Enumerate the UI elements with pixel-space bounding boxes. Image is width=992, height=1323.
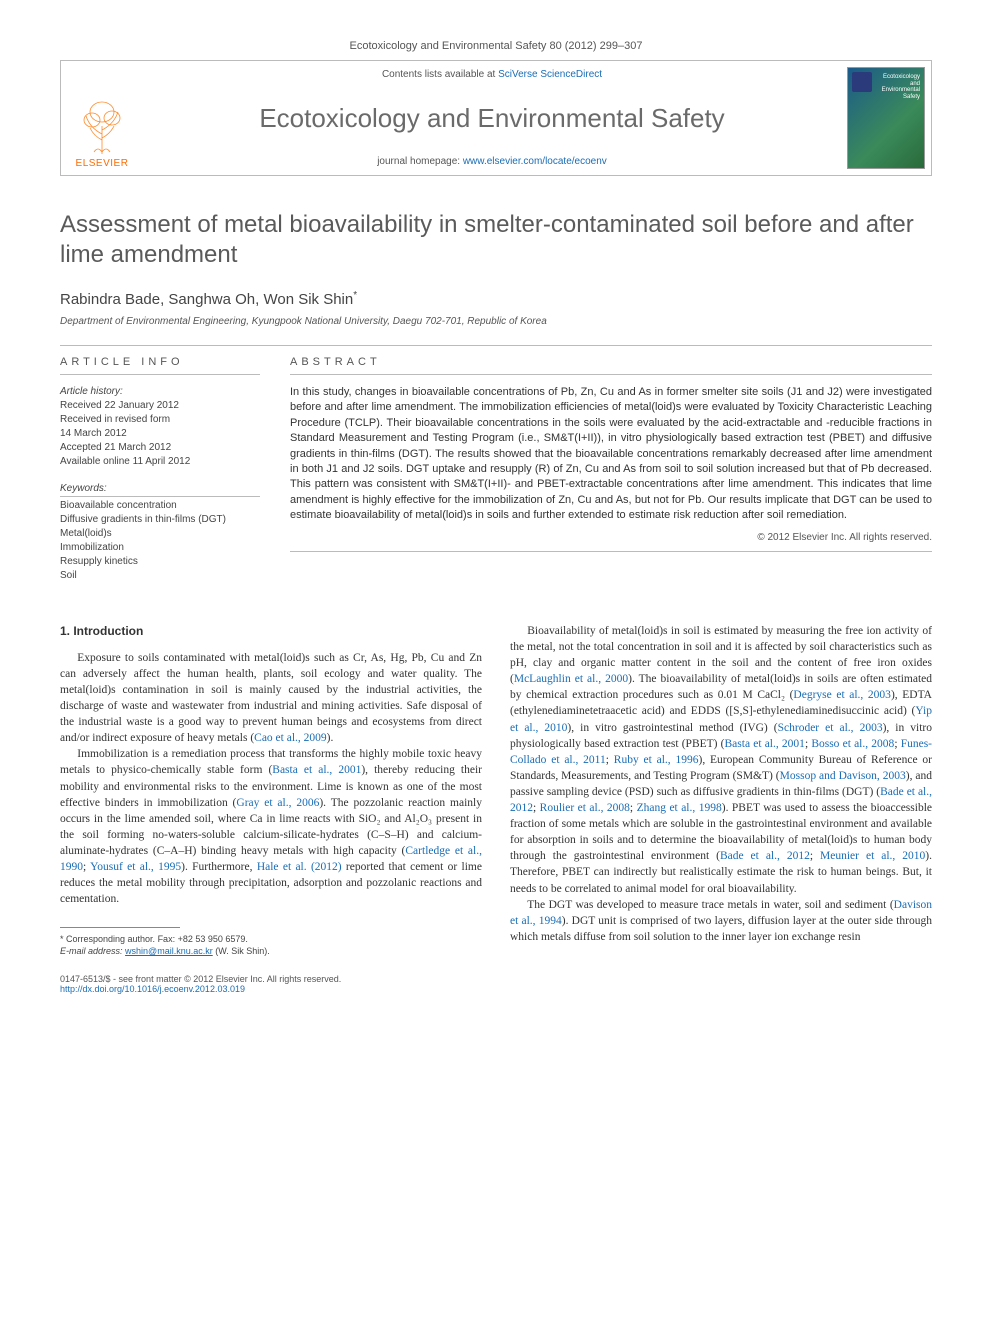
masthead-center: Contents lists available at SciVerse Sci…	[143, 61, 841, 175]
citation-link[interactable]: Cao et al., 2009	[254, 732, 327, 744]
history-line: Received in revised form	[60, 414, 170, 425]
abstract-column: ABSTRACT In this study, changes in bioav…	[290, 356, 932, 583]
contents-prefix: Contents lists available at	[382, 69, 498, 80]
article-info-heading: ARTICLE INFO	[60, 356, 260, 375]
journal-cover-thumbnail: Ecotoxicology and Environmental Safety	[847, 67, 925, 169]
info-abstract-row: ARTICLE INFO Article history: Received 2…	[60, 356, 932, 583]
citation-link[interactable]: Roulier et al., 2008	[540, 802, 630, 814]
body-two-column: 1. Introduction Exposure to soils contam…	[60, 623, 932, 958]
keyword: Resupply kinetics	[60, 556, 138, 567]
citation-link[interactable]: Basta et al., 2001	[725, 738, 805, 750]
keyword: Diffusive gradients in thin-films (DGT)	[60, 514, 226, 525]
email-name: (W. Sik Shin).	[215, 946, 270, 956]
body-column-right: Bioavailability of metal(loid)s in soil …	[510, 623, 932, 958]
author-list: Rabindra Bade, Sanghwa Oh, Won Sik Shin*	[60, 290, 932, 308]
article-title: Assessment of metal bioavailability in s…	[60, 210, 932, 270]
history-line: Accepted 21 March 2012	[60, 442, 171, 453]
corresponding-marker: *	[353, 290, 357, 301]
citation-link[interactable]: Ruby et al., 1996	[614, 754, 699, 766]
article-info-column: ARTICLE INFO Article history: Received 2…	[60, 356, 260, 583]
intro-paragraph-1: Exposure to soils contaminated with meta…	[60, 650, 482, 747]
intro-paragraph-4: The DGT was developed to measure trace m…	[510, 897, 932, 945]
abstract-text: In this study, changes in bioavailable c…	[290, 385, 932, 524]
publisher-logo-block: ELSEVIER	[61, 61, 143, 175]
citation-link[interactable]: Hale et al. (2012)	[257, 861, 342, 873]
keywords-label: Keywords:	[60, 483, 260, 497]
elsevier-tree-icon	[72, 96, 132, 156]
affiliation: Department of Environmental Engineering,…	[60, 316, 932, 327]
corresponding-author-footnote: * Corresponding author. Fax: +82 53 950 …	[60, 934, 482, 957]
keywords-list: Bioavailable concentration Diffusive gra…	[60, 499, 260, 583]
keyword: Soil	[60, 570, 77, 581]
citation-link[interactable]: Meunier et al., 2010	[820, 850, 925, 862]
email-line: E-mail address: wshin@mail.knu.ac.kr (W.…	[60, 946, 482, 958]
ees-badge-icon	[852, 72, 872, 92]
section-heading-introduction: 1. Introduction	[60, 623, 482, 640]
citation-link[interactable]: McLaughlin et al., 2000	[514, 673, 628, 685]
citation-link[interactable]: Bade et al., 2012	[720, 850, 810, 862]
citation-link[interactable]: Zhang et al., 1998	[637, 802, 722, 814]
corresponding-email-link[interactable]: wshin@mail.knu.ac.kr	[125, 946, 213, 956]
intro-paragraph-2: Immobilization is a remediation process …	[60, 746, 482, 907]
journal-homepage-link[interactable]: www.elsevier.com/locate/ecoenv	[463, 156, 607, 167]
journal-cover-block: Ecotoxicology and Environmental Safety	[841, 61, 931, 175]
abstract-bottom-divider	[290, 551, 932, 552]
citation-link[interactable]: Bosso et al., 2008	[811, 738, 894, 750]
doi-link[interactable]: http://dx.doi.org/10.1016/j.ecoenv.2012.…	[60, 984, 245, 994]
history-line: 14 March 2012	[60, 428, 127, 439]
contents-available-line: Contents lists available at SciVerse Sci…	[147, 69, 837, 80]
email-label: E-mail address:	[60, 946, 123, 956]
citation-link[interactable]: Basta et al., 2001	[272, 764, 361, 776]
authors-text: Rabindra Bade, Sanghwa Oh, Won Sik Shin	[60, 291, 353, 308]
abstract-heading: ABSTRACT	[290, 356, 932, 375]
citation-link[interactable]: Gray et al., 2006	[236, 797, 319, 809]
citation-link[interactable]: Schroder et al., 2003	[778, 722, 883, 734]
sciencedirect-link[interactable]: SciVerse ScienceDirect	[498, 69, 602, 80]
history-label: Article history:	[60, 386, 123, 397]
abstract-copyright: © 2012 Elsevier Inc. All rights reserved…	[290, 532, 932, 543]
keyword: Metal(loid)s	[60, 528, 112, 539]
publisher-name: ELSEVIER	[67, 158, 137, 169]
running-header: Ecotoxicology and Environmental Safety 8…	[60, 40, 932, 52]
keyword: Bioavailable concentration	[60, 500, 177, 511]
header-divider	[60, 345, 932, 346]
keyword: Immobilization	[60, 542, 124, 553]
citation-link[interactable]: Degryse et al., 2003	[793, 689, 891, 701]
elsevier-logo: ELSEVIER	[67, 96, 137, 169]
intro-paragraph-3: Bioavailability of metal(loid)s in soil …	[510, 623, 932, 897]
article-history: Article history: Received 22 January 201…	[60, 385, 260, 469]
journal-name: Ecotoxicology and Environmental Safety	[147, 103, 837, 134]
citation-link[interactable]: Mossop and Davison, 2003	[780, 770, 906, 782]
corr-author-line: * Corresponding author. Fax: +82 53 950 …	[60, 934, 482, 946]
homepage-prefix: journal homepage:	[377, 156, 463, 167]
cover-title-text: Ecotoxicology and Environmental Safety	[872, 74, 920, 100]
footer-left: 0147-6513/$ - see front matter © 2012 El…	[60, 974, 341, 994]
history-line: Available online 11 April 2012	[60, 456, 190, 467]
journal-homepage-line: journal homepage: www.elsevier.com/locat…	[147, 156, 837, 167]
page-footer: 0147-6513/$ - see front matter © 2012 El…	[60, 974, 932, 994]
history-line: Received 22 January 2012	[60, 400, 179, 411]
body-column-left: 1. Introduction Exposure to soils contam…	[60, 623, 482, 958]
footnote-separator	[60, 927, 180, 928]
journal-masthead: ELSEVIER Contents lists available at Sci…	[60, 60, 932, 176]
citation-link[interactable]: Yousuf et al., 1995	[90, 861, 181, 873]
issn-copyright-line: 0147-6513/$ - see front matter © 2012 El…	[60, 974, 341, 984]
